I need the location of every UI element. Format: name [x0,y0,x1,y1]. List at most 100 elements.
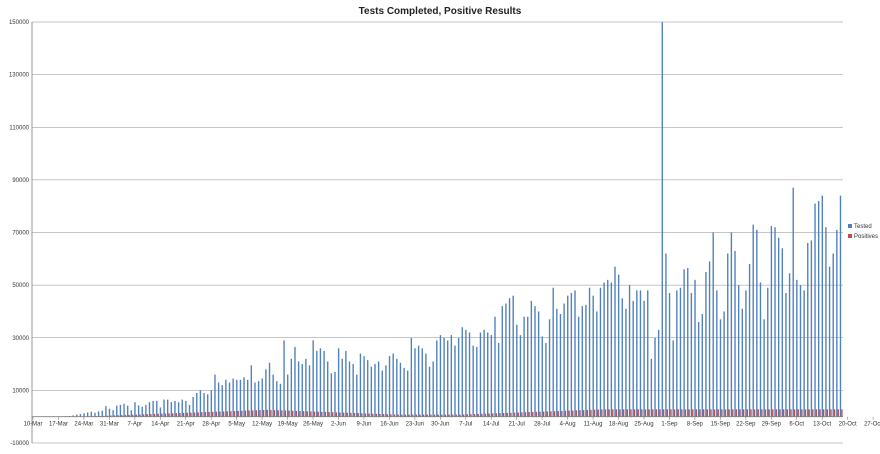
bar-positives [492,413,493,416]
bar-positives [314,412,315,417]
bar-tested [287,375,288,417]
bar-tested [563,304,564,417]
bar-tested [814,204,815,417]
y-tick-label: 70000 [12,231,29,237]
bar-tested [713,233,714,417]
bar-tested [531,301,532,417]
bar-tested [269,363,270,417]
bar-tested [389,356,390,417]
bar-tested [818,201,819,417]
bar-tested [458,338,459,417]
bar-positives [594,410,595,417]
bar-tested [262,379,263,417]
bar-tested [800,285,801,417]
bar-tested [829,267,830,417]
bar-tested [680,288,681,417]
bar-tested [538,311,539,416]
bar-tested [123,404,124,417]
bar-tested [742,309,743,417]
bar-tested [702,314,703,417]
bar-positives [787,409,788,416]
bar-positives [634,409,635,416]
x-tick-label: 19-May [278,422,298,428]
bar-tested [669,293,670,417]
bar-tested [94,413,95,417]
bar-positives [699,409,700,416]
bar-tested [807,243,808,417]
bar-positives [194,412,195,416]
bar-positives [765,409,766,416]
bar-tested [618,275,619,417]
x-tick-label: 14-Apr [151,422,169,428]
bar-positives [521,412,522,416]
bar-positives [692,409,693,416]
bar-positives [583,410,584,417]
bar-positives [794,409,795,416]
bar-tested [436,340,437,416]
bar-positives [539,412,540,417]
bar-tested [542,336,543,416]
bar-positives [623,409,624,416]
x-tick-label: 15-Sep [711,422,731,428]
bar-positives [779,409,780,416]
bar-tested [803,290,804,416]
bar-positives [721,409,722,416]
bar-positives [790,409,791,416]
x-tick-label: 2-Jun [331,422,346,428]
bar-positives [339,412,340,416]
bar-positives [296,411,297,417]
x-tick-label: 7-Apr [127,422,142,428]
bar-positives [550,411,551,416]
bar-tested [174,401,175,417]
bar-positives [187,413,188,417]
bar-positives [281,410,282,416]
bar-positives [841,409,842,416]
bar-tested [251,365,252,416]
bar-tested [767,288,768,417]
x-tick-label: 4-Aug [560,422,576,428]
bar-positives [263,410,264,417]
bar-tested [822,196,823,417]
bar-tested [240,380,241,417]
bar-tested [367,360,368,417]
bar-positives [819,409,820,416]
bar-positives [507,413,508,417]
bar-positives [674,409,675,416]
bar-tested [556,309,557,417]
bar-tested [836,230,837,417]
bar-tested [476,347,477,417]
bar-positives [801,409,802,416]
bar-positives [230,411,231,417]
bar-positives [798,409,799,416]
x-tick-label: 9-Jun [356,422,371,428]
x-tick-label: 13-Oct [813,422,831,428]
x-tick-label: 6-Oct [789,422,804,428]
x-tick-label: 14-Jul [483,422,499,428]
bar-tested [552,288,553,417]
bar-tested [374,364,375,417]
bar-tested [727,254,728,417]
bar-tested [276,381,277,417]
bar-positives [510,413,511,417]
bar-positives [234,411,235,417]
bar-positives [179,413,180,417]
bar-tested [258,381,259,417]
bar-tested [429,367,430,417]
bar-tested [607,280,608,417]
bar-positives [710,409,711,416]
bar-tested [785,293,786,417]
bar-tested [731,233,732,417]
bar-positives [376,414,377,417]
y-tick-label: 90000 [12,178,29,184]
bar-tested [687,268,688,417]
bar-tested [520,335,521,417]
bar-positives [834,409,835,416]
x-tick-label: 12-May [252,422,272,428]
bar-tested [654,338,655,417]
chart-title: Tests Completed, Positive Results [359,6,522,17]
bar-positives [503,413,504,417]
bar-tested [392,354,393,417]
